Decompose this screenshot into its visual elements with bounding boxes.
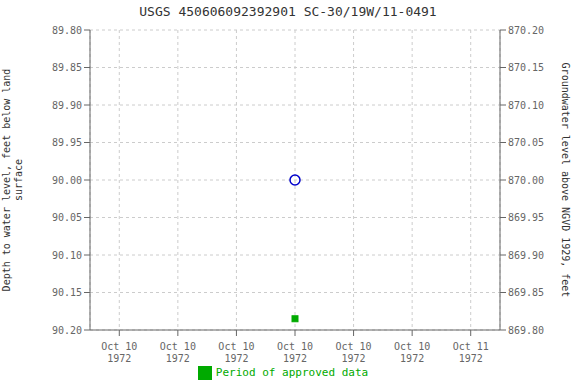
svg-text:870.15: 870.15 — [508, 62, 544, 73]
svg-text:870.00: 870.00 — [508, 175, 544, 186]
svg-text:870.10: 870.10 — [508, 100, 544, 111]
svg-text:Oct 101972: Oct 101972 — [160, 341, 196, 364]
svg-text:89.90: 89.90 — [52, 100, 82, 111]
svg-text:869.95: 869.95 — [508, 212, 544, 223]
svg-text:869.80: 869.80 — [508, 325, 544, 336]
html-text:Period of approved data: Period of approved data — [215, 366, 369, 379]
svg-text:90.20: 90.20 — [52, 325, 82, 336]
svg-text:89.80: 89.80 — [52, 25, 82, 36]
svg-text:Oct 111972: Oct 111972 — [453, 341, 489, 364]
html-text:USGS 450606092392901 SC-30/19W: USGS 450606092392901 SC-30/19W/11-0491 — [139, 4, 437, 19]
svg-text:870.05: 870.05 — [508, 137, 544, 148]
svg-text:869.85: 869.85 — [508, 287, 544, 298]
svg-text:90.00: 90.00 — [52, 175, 82, 186]
svg-text:Oct 101972: Oct 101972 — [277, 341, 313, 364]
svg-text:89.85: 89.85 — [52, 62, 82, 73]
svg-text:Oct 101972: Oct 101972 — [394, 341, 430, 364]
svg-text:Oct 101972: Oct 101972 — [218, 341, 254, 364]
svg-text:869.90: 869.90 — [508, 250, 544, 261]
svg-text:Oct 101972: Oct 101972 — [101, 341, 137, 364]
svg-text:Groundwater level above NGVD 1: Groundwater level above NGVD 1929, feet — [560, 63, 568, 298]
svg-text:Oct 101972: Oct 101972 — [336, 341, 372, 364]
svg-text:870.20: 870.20 — [508, 25, 544, 36]
svg-text:90.05: 90.05 — [52, 212, 82, 223]
svg-text:Depth to water level, feet bel: Depth to water level, feet below landsur… — [8, 69, 24, 292]
svg-text:89.95: 89.95 — [52, 137, 82, 148]
svg-text:90.10: 90.10 — [52, 250, 82, 261]
svg-text:90.15: 90.15 — [52, 287, 82, 298]
